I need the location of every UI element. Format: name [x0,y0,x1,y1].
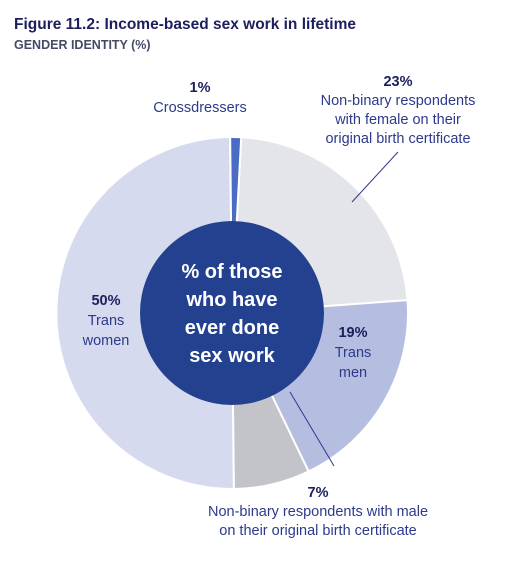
slice-percent-label: 7% [308,485,329,501]
slice-category-label: men [339,365,367,381]
chart-subtitle: GENDER IDENTITY (%) [14,38,151,52]
slice-labels: 23% Non-binary respondents with female on … [82,74,476,539]
slice-category-label: Non-binary respondents [321,93,476,109]
center-label-line: % of those [181,261,282,283]
slice-category-label: Trans [335,345,372,361]
slice-category-label: Crossdressers [153,100,246,116]
slice-category-label: with female on their [334,112,461,128]
slice-percent-label: 23% [383,74,412,90]
slice-category-label: Trans [88,313,125,329]
slice-category-label: Non-binary respondents with male [208,504,428,520]
leader-line-nonbinary-female [351,151,399,203]
center-label-line: ever done [185,317,279,339]
center-label: % of those who have ever done sex work [181,261,282,367]
slice-percent-label: 50% [91,293,120,309]
center-label-line: who have [185,289,277,311]
slice-percent-label: 1% [190,80,211,96]
slice-percent-label: 19% [338,325,367,341]
center-label-line: sex work [189,345,275,367]
slice-category-label: on their original birth certificate [219,523,416,539]
slice-category-label: women [82,333,130,349]
slice-category-label: original birth certificate [325,131,470,147]
center-circle [140,221,324,405]
chart-title: Figure 11.2: Income-based sex work in li… [14,16,356,33]
leader-line-nonbinary-male [289,391,335,467]
leader-lines [289,151,399,467]
